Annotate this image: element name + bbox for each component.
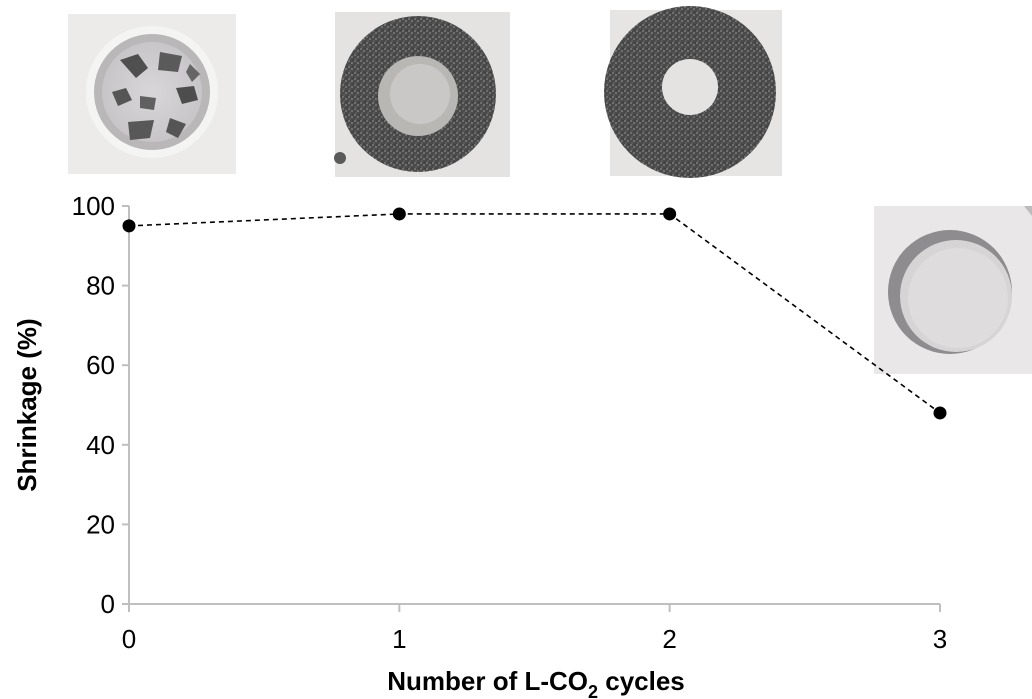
data-point — [122, 219, 136, 233]
x-tick-label: 3 — [933, 624, 947, 654]
series-shrinkage — [122, 207, 947, 420]
y-tick-label: 100 — [72, 191, 115, 221]
y-axis-title: Shrinkage (%) — [12, 318, 42, 491]
y-tick-label: 60 — [86, 350, 115, 380]
x-tick-label: 0 — [122, 624, 136, 654]
sample-photo-cycle-0 — [68, 14, 236, 174]
series-line — [128, 213, 941, 414]
y-tick-label: 40 — [86, 430, 115, 460]
data-point — [933, 406, 947, 420]
x-axis-title: Number of L-CO2 cycles — [387, 666, 685, 699]
x-tick-labels: 0 1 2 3 — [122, 624, 947, 654]
x-tick-label: 1 — [392, 624, 406, 654]
axes — [128, 206, 940, 605]
tick-marks — [122, 205, 941, 612]
y-tick-labels: 0 20 40 60 80 100 — [72, 191, 115, 619]
sample-photo-cycle-2 — [604, 6, 782, 178]
sample-photo-cycle-3 — [874, 206, 1032, 374]
y-tick-label: 20 — [86, 509, 115, 539]
sample-photo-cycle-1 — [334, 12, 510, 177]
y-tick-label: 80 — [86, 271, 115, 301]
data-point — [663, 207, 677, 221]
x-tick-label: 2 — [662, 624, 676, 654]
x-axis-title-subscript: 2 — [588, 682, 598, 699]
data-point — [392, 207, 406, 221]
y-tick-label: 0 — [101, 589, 115, 619]
